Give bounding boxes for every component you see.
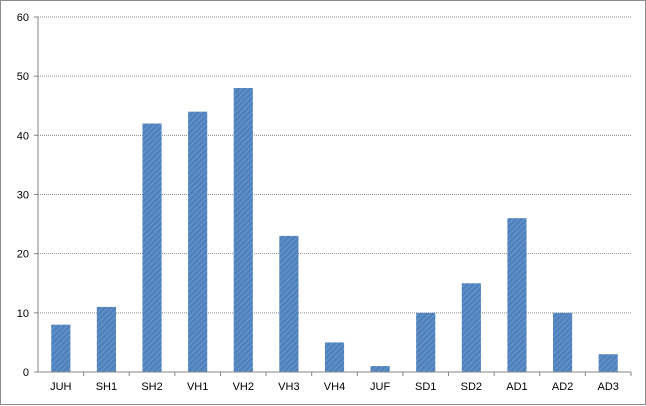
y-tick-label: 60 bbox=[17, 12, 29, 24]
bar bbox=[324, 342, 345, 372]
x-tick-label: VH3 bbox=[278, 381, 299, 393]
bar bbox=[416, 312, 436, 372]
x-tick-label: SH2 bbox=[141, 381, 162, 393]
x-tick-label: SD1 bbox=[415, 381, 436, 393]
bar bbox=[507, 218, 527, 372]
y-tick-label: 30 bbox=[17, 190, 29, 202]
y-tick-label: 10 bbox=[17, 308, 29, 320]
bar bbox=[233, 88, 253, 372]
gridlines bbox=[38, 16, 631, 314]
bars bbox=[51, 88, 618, 373]
bar bbox=[598, 354, 618, 372]
x-tick-labels: JUH SH1 SH2 VH1 VH2 VH3 VH4 JUF SD1 SD2 AD1 AD2 AD3 bbox=[50, 381, 619, 393]
bar bbox=[279, 235, 299, 372]
x-tick-label: VH4 bbox=[324, 381, 345, 393]
x-tick-label: AD2 bbox=[552, 381, 573, 393]
bar bbox=[461, 283, 481, 372]
y-tick-label: 50 bbox=[17, 71, 29, 83]
x-tick-label: AD1 bbox=[506, 381, 527, 393]
axes bbox=[34, 16, 632, 376]
x-tick-label: SH1 bbox=[96, 381, 117, 393]
x-tick-label: JUH bbox=[50, 381, 71, 393]
bar bbox=[142, 123, 162, 372]
x-tick-label: SD2 bbox=[461, 381, 482, 393]
bar bbox=[96, 306, 117, 372]
y-tick-labels: 0 10 20 30 40 50 60 bbox=[17, 12, 29, 379]
x-tick-label: VH2 bbox=[233, 381, 254, 393]
bar bbox=[51, 324, 71, 372]
y-tick-label: 40 bbox=[17, 130, 29, 142]
bar bbox=[370, 366, 390, 372]
y-tick-label: 20 bbox=[17, 249, 29, 261]
x-tick-label: JUF bbox=[370, 381, 390, 393]
x-tick-label: AD3 bbox=[597, 381, 618, 393]
y-tick-label: 0 bbox=[23, 367, 29, 379]
bar bbox=[188, 111, 208, 373]
bar bbox=[552, 312, 573, 372]
x-tick-label: VH1 bbox=[187, 381, 208, 393]
